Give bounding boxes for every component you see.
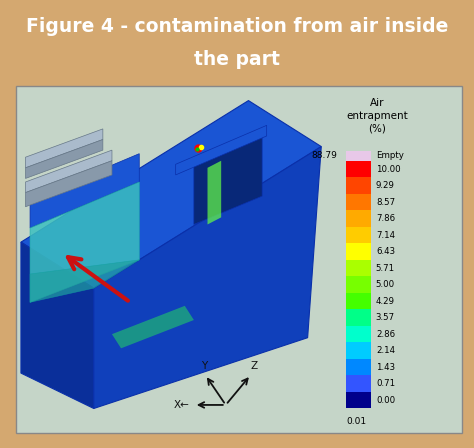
Text: Empty: Empty	[376, 151, 404, 160]
Text: 9.29: 9.29	[376, 181, 395, 190]
Text: 5.71: 5.71	[376, 263, 395, 272]
Bar	[346, 151, 371, 161]
Text: the part: the part	[194, 50, 280, 69]
Bar	[346, 276, 371, 293]
Bar	[346, 375, 371, 392]
Polygon shape	[112, 306, 194, 349]
Bar	[346, 210, 371, 227]
Polygon shape	[208, 161, 221, 224]
Bar	[346, 161, 371, 177]
Text: 6.43: 6.43	[376, 247, 395, 256]
Text: 88.79: 88.79	[311, 151, 337, 160]
Text: Figure 4 - contamination from air inside: Figure 4 - contamination from air inside	[26, 17, 448, 36]
Text: Y: Y	[201, 361, 208, 370]
Polygon shape	[21, 242, 94, 409]
Bar	[346, 260, 371, 276]
Text: X←: X←	[173, 400, 189, 410]
Bar	[346, 227, 371, 243]
Polygon shape	[21, 100, 321, 288]
Polygon shape	[194, 129, 262, 224]
Bar	[346, 326, 371, 342]
Text: 2.86: 2.86	[376, 330, 395, 339]
Text: 0.71: 0.71	[376, 379, 395, 388]
Bar	[346, 342, 371, 359]
Text: 1.43: 1.43	[376, 363, 395, 372]
Bar	[346, 310, 371, 326]
Text: 2.14: 2.14	[376, 346, 395, 355]
Text: Z: Z	[250, 361, 257, 370]
Polygon shape	[30, 260, 139, 302]
Bar	[346, 194, 371, 210]
Polygon shape	[30, 182, 139, 302]
Text: 7.86: 7.86	[376, 214, 395, 223]
Text: entrapment: entrapment	[346, 111, 408, 121]
Text: Air: Air	[370, 99, 384, 108]
Text: 4.29: 4.29	[376, 297, 395, 306]
Text: 0.01: 0.01	[346, 418, 366, 426]
Bar	[346, 177, 371, 194]
Polygon shape	[26, 161, 112, 207]
Text: 10.00: 10.00	[376, 164, 401, 173]
Text: 7.14: 7.14	[376, 231, 395, 240]
Text: 8.57: 8.57	[376, 198, 395, 207]
Bar	[346, 359, 371, 375]
Polygon shape	[26, 129, 103, 168]
Bar	[346, 392, 371, 409]
Polygon shape	[26, 139, 103, 178]
Polygon shape	[30, 154, 139, 228]
Polygon shape	[94, 146, 321, 409]
Polygon shape	[26, 150, 112, 193]
Polygon shape	[176, 125, 267, 175]
Text: 3.57: 3.57	[376, 313, 395, 322]
Text: (%): (%)	[368, 123, 386, 133]
Bar	[346, 293, 371, 310]
Text: 5.00: 5.00	[376, 280, 395, 289]
Bar	[346, 243, 371, 260]
Text: 0.00: 0.00	[376, 396, 395, 405]
